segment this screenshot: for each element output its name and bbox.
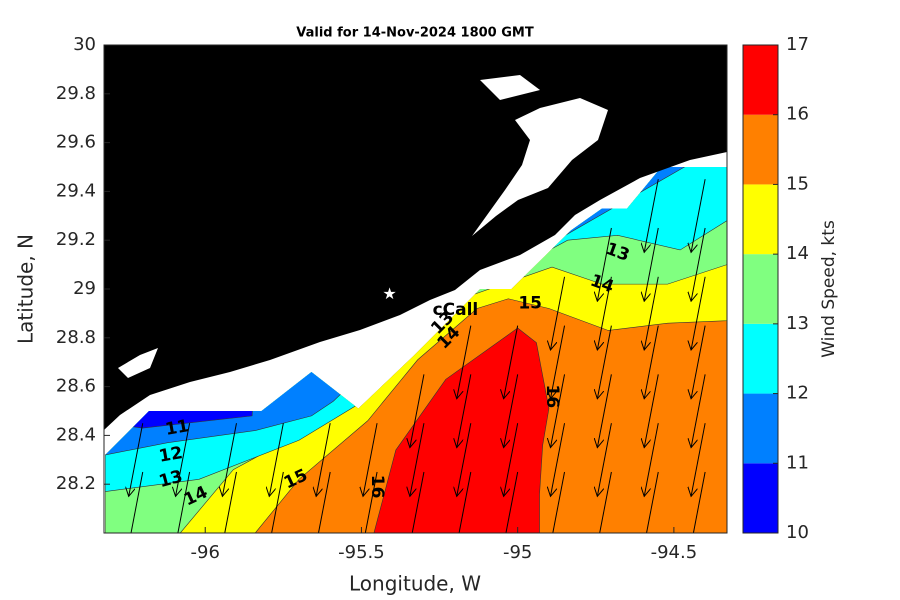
wind-arrow <box>552 471 566 533</box>
wind-arrow <box>550 276 566 350</box>
wind-arrow <box>222 423 237 496</box>
wind-arrow <box>457 374 472 447</box>
colorbar-tick-label: 14 <box>786 243 809 264</box>
wind-arrow <box>644 227 659 301</box>
wind-arrow <box>599 471 612 533</box>
colorbar: 10 11 12 13 14 15 16 17 <box>742 34 809 543</box>
y-tick-label: 29.2 <box>56 229 96 250</box>
colorbar-band <box>743 323 778 394</box>
wind-arrow <box>129 423 144 496</box>
wind-arrow <box>504 325 519 399</box>
wind-arrow <box>457 423 472 496</box>
wind-arrow <box>644 179 659 252</box>
wind-arrow <box>271 471 284 533</box>
y-tick-label: 29.4 <box>56 180 96 201</box>
wind-arrow <box>224 471 237 533</box>
x-tick-label: -94.5 <box>651 542 698 563</box>
colorbar-band <box>743 114 778 185</box>
wind-arrow <box>597 374 612 447</box>
y-tick-label: 28.6 <box>56 376 96 397</box>
bay <box>472 98 608 236</box>
wind-arrow <box>691 423 706 496</box>
wind-arrow <box>411 471 425 533</box>
wind-arrow <box>644 423 659 496</box>
wind-arrow <box>691 374 706 447</box>
wind-arrow <box>504 374 519 447</box>
wind-arrow <box>130 471 144 533</box>
wind-arrows <box>129 179 706 533</box>
wind-arrow <box>691 276 706 350</box>
colorbar-tick-label: 15 <box>786 173 809 194</box>
land <box>104 45 727 430</box>
y-tick-label: 28.4 <box>56 424 96 445</box>
contour-label: 15 <box>518 294 542 314</box>
wind-arrow <box>410 374 425 447</box>
wind-arrow <box>505 471 519 533</box>
x-tick-label: -96 <box>191 542 220 563</box>
contour-label: 12 <box>157 443 184 467</box>
contour-label: 11 <box>164 416 191 440</box>
wind-arrow <box>597 227 612 301</box>
colorbar-band <box>743 184 778 255</box>
bay <box>480 75 540 100</box>
chart-title: Valid for 14-Nov-2024 1800 GMT <box>296 26 534 41</box>
y-tick-label: 29.8 <box>56 83 96 104</box>
colorbar-tick-label: 10 <box>786 522 809 543</box>
wind-arrow <box>644 374 659 447</box>
wind-arrow <box>317 471 331 533</box>
wind-arrow <box>316 423 331 496</box>
x-axis-label: Longitude, W <box>349 572 481 596</box>
wind-arrow <box>363 423 378 496</box>
x-tick-label: -95.5 <box>338 542 385 563</box>
y-tick-label: 28.8 <box>56 327 96 348</box>
island <box>118 348 158 378</box>
y-tick-label: 30 <box>73 34 96 55</box>
contour-label: 16 <box>542 385 562 409</box>
station-label: cCall <box>433 300 479 320</box>
wind-arrow <box>691 179 706 252</box>
wind-arrow <box>646 471 659 533</box>
colorbar-band <box>743 254 778 324</box>
wind-arrow <box>597 276 612 350</box>
colorbar-band <box>743 45 778 115</box>
wind-arrow <box>550 325 566 399</box>
y-axis-label: Latitude, N <box>14 234 38 344</box>
wind-arrow <box>410 423 425 496</box>
y-tick-label: 28.2 <box>56 473 96 494</box>
wind-arrow <box>176 423 191 496</box>
contour-band <box>373 327 550 533</box>
y-tick-label: 29 <box>73 278 96 299</box>
contour-label: 16 <box>367 475 387 499</box>
x-tick-label: -95 <box>503 542 532 563</box>
colorbar-frame <box>742 44 779 534</box>
colorbar-tick-label: 12 <box>786 383 809 404</box>
colorbar-tick-label: 16 <box>786 104 809 125</box>
colorbar-tick-label: 17 <box>786 34 809 55</box>
wind-arrow <box>691 325 706 399</box>
colorbar-band <box>743 463 778 533</box>
wind-arrow <box>597 325 612 399</box>
colorbar-label: Wind Speed, kts <box>819 220 839 358</box>
wind-arrow <box>692 471 706 533</box>
wind-arrow <box>269 423 284 496</box>
wind-arrow <box>597 423 612 496</box>
y-tick-label: 29.6 <box>56 132 96 153</box>
colorbar-tick-label: 11 <box>786 452 809 473</box>
station-marker <box>383 287 396 300</box>
wind-arrow <box>364 471 378 533</box>
wind-arrow <box>644 276 659 350</box>
wind-arrow <box>550 423 566 496</box>
wind-arrow <box>177 471 191 533</box>
wind-arrow <box>458 471 472 533</box>
wind-arrow <box>644 325 659 399</box>
wind-arrow <box>504 423 519 496</box>
wind-arrow <box>457 325 472 399</box>
colorbar-band <box>743 393 778 464</box>
wind-arrow <box>691 227 706 301</box>
wind-arrow <box>550 374 566 447</box>
colorbar-tick-label: 13 <box>786 313 809 334</box>
